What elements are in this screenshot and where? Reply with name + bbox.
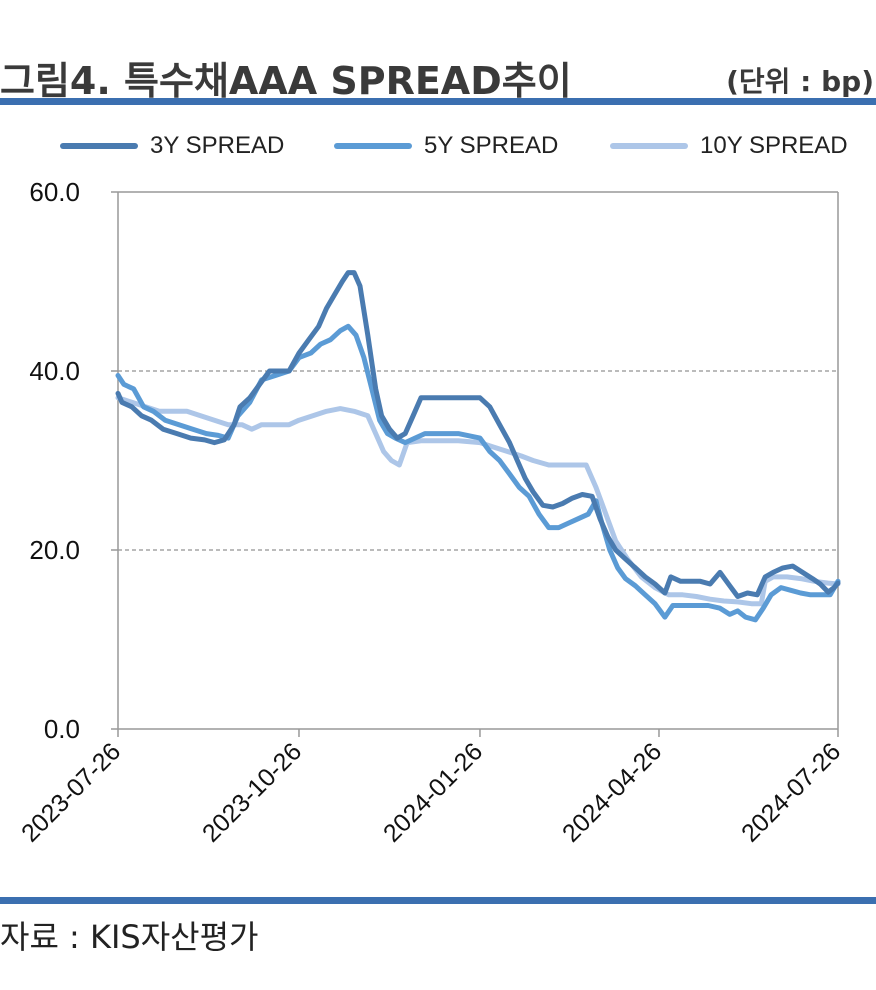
y-tick-label: 20.0 xyxy=(29,535,80,565)
chart-title: 그림4. 특수채AAA SPREAD추이 xyxy=(0,59,572,103)
y-tick-label: 60.0 xyxy=(29,177,80,207)
series-line-10y-spread xyxy=(115,395,841,607)
x-axis-ticks: 2023-07-26 2023-10-26 2024-01-26 2024-04-26… xyxy=(16,729,846,848)
unit-label: (단위 : bp) xyxy=(726,65,874,98)
x-tick-label: 2024-01-26 xyxy=(378,737,488,847)
y-axis-ticks: 0.0 20.0 40.0 60.0 xyxy=(29,177,118,744)
legend-item-3y: 3Y SPREAD xyxy=(60,128,284,164)
legend-swatch-10y xyxy=(610,143,688,149)
chart-legend: 3Y SPREAD 5Y SPREAD 10Y SPREAD xyxy=(0,128,876,164)
x-tick-label: 2024-04-26 xyxy=(557,737,667,847)
spread-line-chart: 0.0 20.0 40.0 60.0 2023-07-26 2023-10-26 2024… xyxy=(16,177,846,848)
y-tick-label: 40.0 xyxy=(29,356,80,386)
plot-frame xyxy=(117,191,839,730)
legend-label-10y: 10Y SPREAD xyxy=(700,132,848,159)
x-tick-label: 2023-10-26 xyxy=(197,737,307,847)
series-lines xyxy=(115,270,841,623)
gridlines xyxy=(118,370,838,551)
series-line-5y-spread xyxy=(115,323,841,623)
legend-label-5y: 5Y SPREAD xyxy=(424,132,559,159)
source-note: 자료 : KIS자산평가 xyxy=(0,918,259,956)
bottom-divider xyxy=(0,897,876,904)
top-divider xyxy=(0,98,876,105)
legend-item-10y: 10Y SPREAD xyxy=(610,128,848,164)
y-tick-label: 0.0 xyxy=(44,714,80,744)
legend-item-5y: 5Y SPREAD xyxy=(334,128,558,164)
series-line-3y-spread xyxy=(115,270,841,599)
legend-swatch-3y xyxy=(60,143,138,149)
legend-label-3y: 3Y SPREAD xyxy=(150,132,285,159)
x-tick-label: 2024-07-26 xyxy=(736,737,846,847)
legend-swatch-5y xyxy=(334,143,412,149)
x-tick-label: 2023-07-26 xyxy=(16,737,126,847)
